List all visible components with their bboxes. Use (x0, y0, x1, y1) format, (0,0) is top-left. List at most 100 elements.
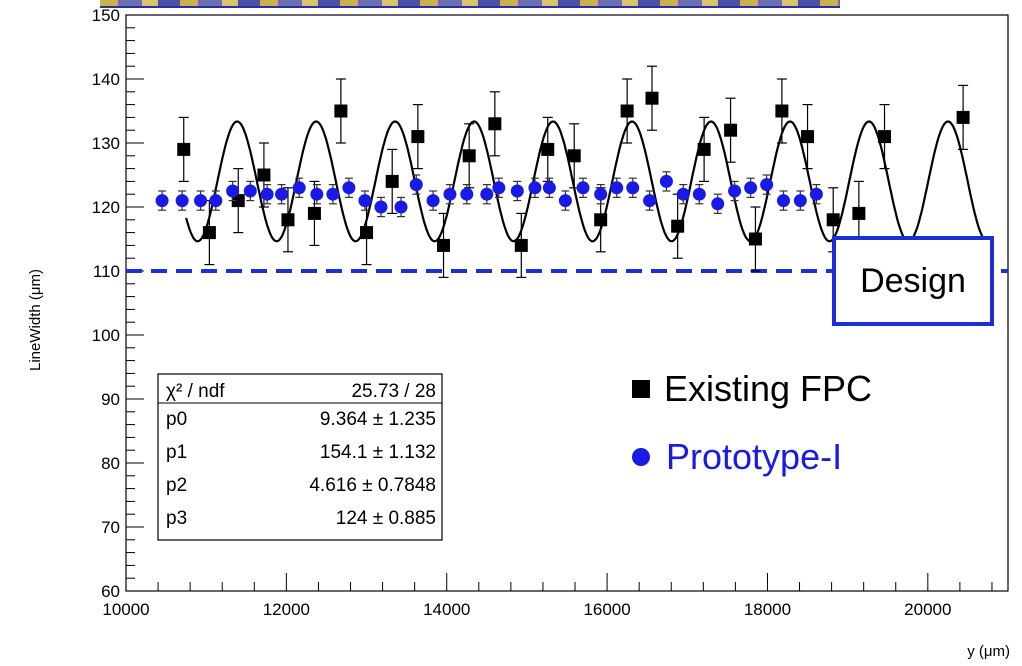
data-point-prototype (342, 181, 356, 195)
x-tick-label: 16000 (583, 600, 630, 619)
data-point-prototype (744, 181, 758, 195)
data-point-prototype (594, 187, 608, 201)
data-point-prototype (542, 181, 556, 195)
data-point-existing (177, 142, 191, 156)
data-point-prototype (676, 187, 690, 201)
data-point-prototype (374, 200, 388, 214)
axes: 60 70 80 90 100 110 120 130 140 150 10000 12000 1400… (92, 6, 993, 619)
data-point-existing (878, 130, 892, 144)
data-point-prototype (292, 181, 306, 195)
data-point-prototype (409, 178, 423, 192)
data-point-prototype (776, 194, 790, 208)
data-point-existing (567, 149, 581, 163)
y-tick-label: 70 (101, 518, 120, 537)
data-point-existing (724, 123, 738, 137)
circle-marker-icon (632, 448, 650, 466)
stats-box: χ² / ndf 25.73 / 28 p0 9.364 ± 1.235 p1 … (157, 373, 443, 541)
y-tick-label: 120 (92, 198, 120, 217)
data-point-prototype (659, 174, 673, 188)
data-point-existing (697, 142, 711, 156)
data-point-prototype (711, 197, 725, 211)
data-point-prototype (760, 178, 774, 192)
legend-label-prototype: Prototype-I (666, 436, 843, 477)
data-point-prototype (275, 187, 289, 201)
data-point-prototype (326, 187, 340, 201)
data-point-prototype (576, 181, 590, 195)
data-point-prototype (793, 194, 807, 208)
x-tick-label: 12000 (263, 600, 310, 619)
stats-p2-value: 4.616 ± 0.7848 (309, 475, 436, 496)
top-banner-image (100, 0, 840, 8)
data-point-prototype (558, 194, 572, 208)
stats-p0-label: p0 (166, 409, 187, 430)
legend-label-existing: Existing FPC (664, 368, 873, 409)
y-tick-label: 60 (101, 582, 120, 601)
stats-box-frame (157, 373, 443, 541)
data-point-prototype (175, 194, 189, 208)
data-point-existing (360, 226, 374, 240)
data-point-prototype (528, 181, 542, 195)
data-point-prototype (643, 194, 657, 208)
stats-p3-value: 124 ± 0.885 (336, 508, 436, 529)
data-point-prototype (809, 187, 823, 201)
data-point-existing (645, 91, 659, 105)
y-tick-label: 100 (92, 326, 120, 345)
data-point-prototype (310, 187, 324, 201)
stats-header-value: 25.73 / 28 (351, 381, 436, 402)
data-point-existing (541, 142, 555, 156)
data-point-existing (826, 213, 840, 227)
data-point-prototype (194, 194, 208, 208)
x-tick-label: 14000 (423, 600, 470, 619)
data-point-prototype (692, 187, 706, 201)
data-point-existing (775, 104, 789, 118)
data-point-prototype (260, 187, 274, 201)
stats-p1-value: 154.1 ± 1.132 (320, 442, 436, 463)
x-tick-label: 20000 (904, 600, 951, 619)
data-point-prototype (510, 184, 524, 198)
data-point-existing (748, 232, 762, 246)
stats-p1-label: p1 (166, 442, 187, 463)
data-point-existing (462, 149, 476, 163)
y-tick-label: 140 (92, 70, 120, 89)
data-point-existing (334, 104, 348, 118)
series-prototype-i (155, 171, 823, 218)
data-point-existing (257, 168, 271, 182)
data-point-existing (852, 206, 866, 220)
data-point-prototype (426, 194, 440, 208)
y-tick-label: 130 (92, 134, 120, 153)
legend-item-existing-fpc: Existing FPC (632, 368, 872, 410)
fit-curve-path (185, 120, 985, 243)
y-tick-label: 80 (101, 454, 120, 473)
data-point-prototype (460, 187, 474, 201)
data-point-existing (231, 194, 245, 208)
data-point-existing (488, 117, 502, 131)
data-point-existing (307, 206, 321, 220)
data-point-prototype (394, 200, 408, 214)
x-tick-label: 10000 (102, 600, 149, 619)
data-point-existing (385, 174, 399, 188)
y-tick-label: 90 (101, 390, 120, 409)
data-point-existing (801, 130, 815, 144)
data-point-existing (620, 104, 634, 118)
data-point-prototype (728, 184, 742, 198)
fit-curve (185, 120, 985, 243)
data-point-existing (411, 130, 425, 144)
data-point-existing (671, 219, 685, 233)
data-point-prototype (226, 184, 240, 198)
data-point-existing (437, 238, 451, 252)
data-point-prototype (492, 181, 506, 195)
legend-item-prototype-i: Prototype-I (632, 436, 842, 478)
data-point-prototype (209, 194, 223, 208)
data-point-existing (594, 213, 608, 227)
y-axis-title: LineWidth (μm) (27, 269, 44, 371)
plot-frame (125, 14, 1009, 592)
x-axis-title: y (μm) (967, 643, 1010, 660)
data-point-prototype (610, 181, 624, 195)
stats-p2-label: p2 (166, 475, 187, 496)
data-point-existing (956, 110, 970, 124)
stats-header-label: χ² / ndf (166, 381, 225, 402)
stats-p3-label: p3 (166, 508, 187, 529)
data-point-prototype (626, 181, 640, 195)
data-point-prototype (443, 187, 457, 201)
